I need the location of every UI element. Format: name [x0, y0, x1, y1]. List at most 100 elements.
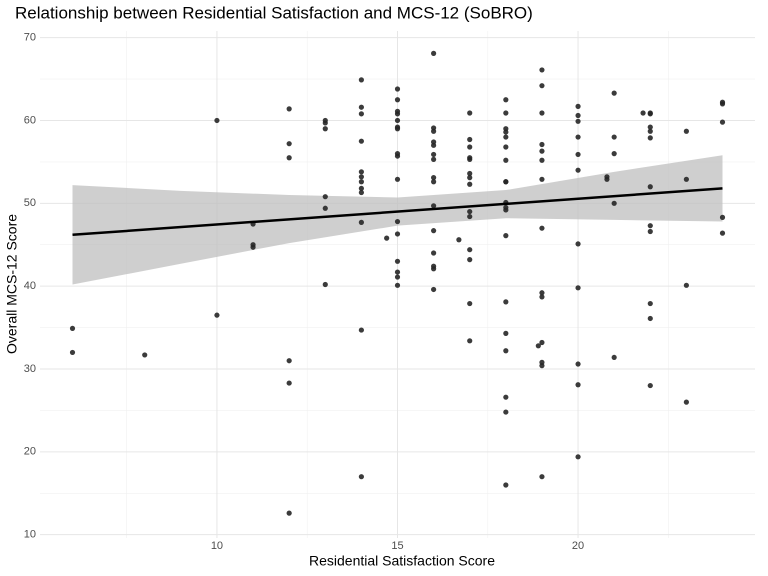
point	[539, 157, 545, 163]
point	[322, 120, 328, 126]
point	[647, 135, 653, 141]
point	[358, 189, 364, 196]
point	[503, 129, 509, 135]
point	[394, 282, 401, 288]
y-tick-label: 40	[24, 280, 36, 292]
point	[394, 218, 401, 225]
point	[394, 231, 401, 237]
point	[539, 141, 545, 148]
point	[647, 228, 653, 235]
point	[467, 136, 473, 143]
point	[575, 112, 581, 119]
point	[467, 181, 473, 187]
point	[604, 176, 610, 182]
point	[431, 50, 437, 56]
point	[719, 119, 726, 125]
point	[286, 155, 292, 161]
point	[322, 281, 328, 288]
point	[394, 269, 401, 275]
point	[358, 474, 364, 480]
point	[647, 128, 653, 134]
point	[394, 117, 401, 124]
point	[358, 174, 364, 180]
point	[214, 117, 220, 124]
point	[467, 213, 473, 220]
point	[467, 300, 473, 307]
point	[322, 194, 328, 200]
point	[431, 266, 437, 272]
point	[683, 399, 689, 405]
point	[384, 235, 390, 241]
point	[575, 241, 581, 247]
point	[647, 382, 653, 389]
point	[214, 312, 220, 318]
x-tick-label: 15	[391, 540, 403, 552]
point	[286, 106, 292, 112]
point	[719, 101, 726, 107]
point	[358, 104, 364, 110]
point	[575, 382, 581, 388]
point	[575, 103, 581, 109]
y-tick-label: 30	[24, 363, 36, 375]
point	[539, 67, 545, 73]
point	[503, 233, 509, 239]
point	[611, 151, 617, 157]
point	[640, 110, 646, 116]
point	[535, 343, 541, 349]
point	[142, 352, 148, 358]
y-tick-label: 20	[24, 446, 36, 458]
point	[431, 203, 437, 209]
x-axis-label: Residential Satisfaction Score	[309, 553, 495, 569]
point	[503, 348, 509, 354]
point	[503, 157, 509, 163]
point	[539, 83, 545, 89]
point	[539, 474, 545, 480]
point	[394, 86, 401, 92]
point	[431, 142, 437, 148]
point	[503, 179, 509, 185]
point	[467, 247, 473, 253]
point	[286, 358, 292, 364]
point	[69, 325, 76, 332]
point	[467, 257, 473, 263]
point	[503, 409, 509, 415]
point	[394, 274, 401, 280]
point	[431, 228, 437, 234]
point	[503, 299, 509, 305]
point	[647, 300, 653, 307]
point	[503, 207, 509, 213]
point	[503, 330, 509, 336]
point	[575, 167, 581, 173]
point	[611, 90, 617, 96]
point	[503, 144, 509, 150]
point	[286, 141, 292, 147]
point	[358, 138, 364, 144]
point	[250, 244, 256, 250]
point	[647, 124, 653, 130]
point	[575, 285, 581, 291]
point	[539, 290, 545, 296]
point	[358, 111, 364, 117]
point	[719, 230, 726, 236]
point	[394, 97, 401, 103]
point	[647, 223, 653, 229]
point	[69, 349, 76, 356]
point	[467, 144, 473, 150]
point	[575, 361, 581, 367]
point	[539, 148, 545, 154]
point	[431, 250, 437, 256]
point	[503, 110, 509, 116]
point	[647, 111, 653, 117]
point	[575, 134, 581, 140]
point	[467, 110, 473, 116]
point	[286, 380, 292, 386]
point	[503, 394, 509, 400]
x-tick-label: 10	[211, 540, 223, 552]
point	[431, 175, 437, 181]
point	[394, 126, 401, 132]
point	[431, 128, 437, 134]
point	[683, 128, 689, 134]
trend-line	[72, 187, 723, 237]
point	[539, 363, 545, 369]
chart-title: Relationship between Residential Satisfa…	[15, 3, 533, 22]
